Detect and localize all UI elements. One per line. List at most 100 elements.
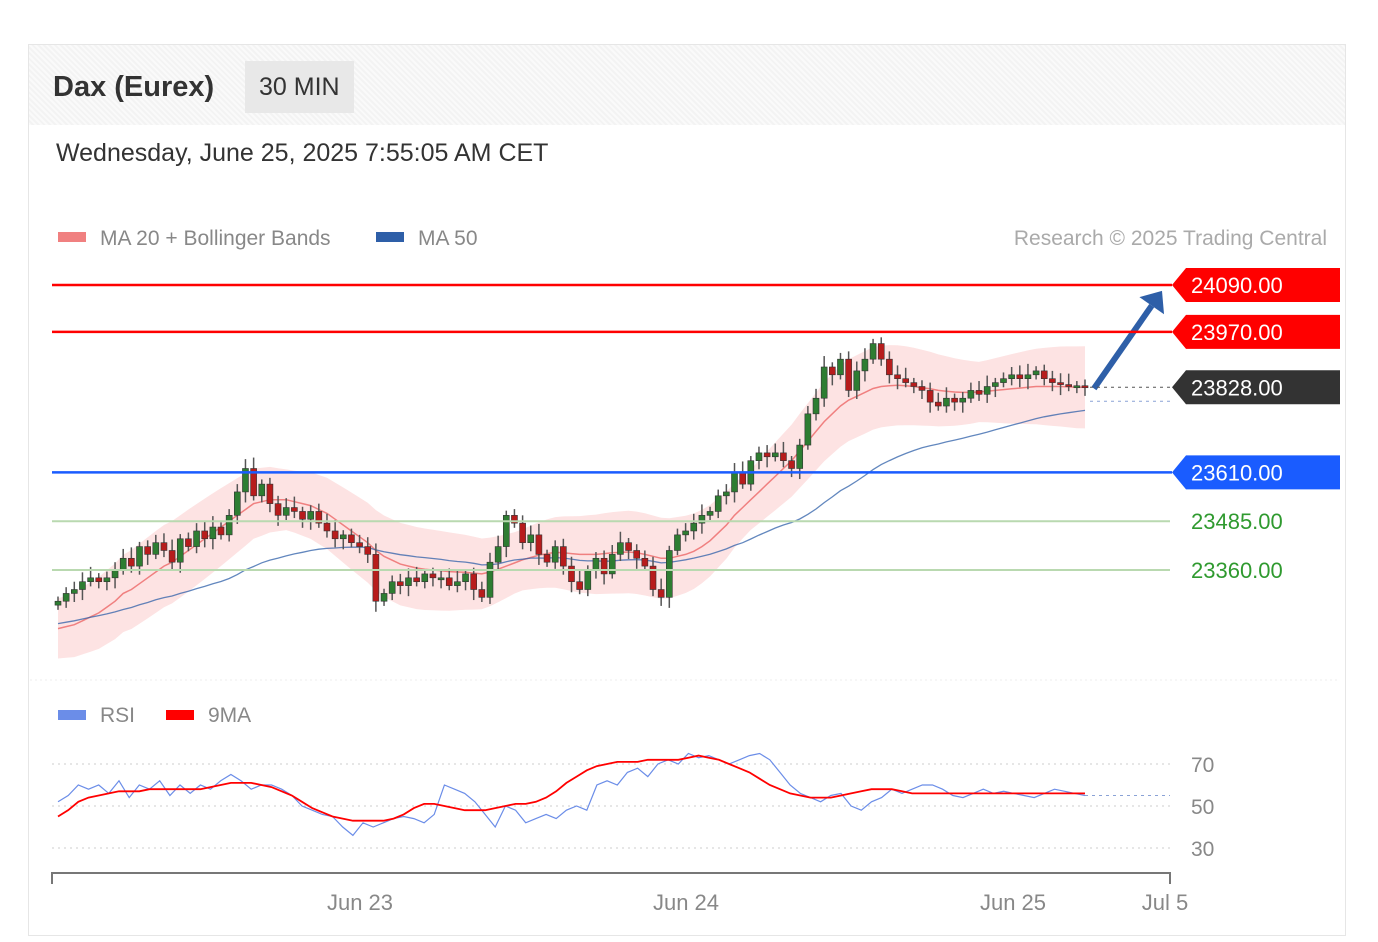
candle-body xyxy=(119,557,127,571)
candle xyxy=(258,479,266,503)
candle xyxy=(551,540,559,569)
candle-body xyxy=(234,491,241,516)
legend-swatch-rsi xyxy=(58,710,86,720)
rsi-tick-label: 30 xyxy=(1191,838,1214,861)
candle xyxy=(323,513,331,538)
forecast-arrow-shaft xyxy=(1091,303,1155,391)
candle-body xyxy=(299,511,306,520)
candle-body xyxy=(837,358,844,376)
candle-body xyxy=(918,386,926,391)
price-plot xyxy=(54,290,1165,659)
candle-body xyxy=(445,577,453,586)
candle-body xyxy=(348,534,355,543)
candle xyxy=(576,570,583,595)
candle xyxy=(641,550,649,571)
candle xyxy=(405,568,412,597)
rsi-tick-label: 50 xyxy=(1191,796,1214,819)
candle xyxy=(54,596,62,610)
candle xyxy=(437,570,445,589)
candle-body xyxy=(486,561,494,598)
candle-body xyxy=(845,358,852,391)
candle xyxy=(95,573,103,589)
candle-body xyxy=(1057,382,1064,385)
candle xyxy=(168,539,176,571)
candle xyxy=(918,380,926,399)
candle-body xyxy=(87,577,94,583)
candle xyxy=(649,556,657,597)
x-tick-label: Jun 23 xyxy=(327,890,393,915)
candle-body xyxy=(1040,370,1048,379)
candle xyxy=(470,567,477,601)
candle xyxy=(103,571,111,591)
candle-body xyxy=(1049,378,1056,383)
candle-body xyxy=(820,366,828,399)
candle-body xyxy=(128,557,135,567)
candle-body xyxy=(470,573,477,590)
candle-body xyxy=(829,366,836,376)
candle-body xyxy=(698,515,706,524)
candle-body xyxy=(291,507,298,512)
candle-body xyxy=(877,343,885,360)
legend-swatch-ma50 xyxy=(376,232,404,242)
candle xyxy=(234,484,241,524)
candle xyxy=(160,533,168,558)
candle-body xyxy=(967,390,975,399)
level-label: 23485.00 xyxy=(1191,509,1283,534)
candle-body xyxy=(372,554,380,602)
candle-body xyxy=(674,534,681,551)
candle xyxy=(861,348,869,382)
candle-body xyxy=(339,534,347,540)
candle xyxy=(62,587,70,608)
candle xyxy=(926,382,934,413)
timeframe-badge[interactable]: 30 MIN xyxy=(245,61,354,113)
level-resistance: 23970.00 xyxy=(52,314,1340,349)
candle xyxy=(535,523,543,565)
candle-body xyxy=(657,589,665,598)
candle-body xyxy=(1081,385,1089,389)
candle xyxy=(79,572,86,601)
candle xyxy=(951,393,958,411)
candle xyxy=(837,352,844,380)
rsi-legend: RSI 9MA xyxy=(58,704,251,727)
candle-body xyxy=(731,472,738,493)
level-resistance: 24090.00 xyxy=(52,268,1340,302)
candle xyxy=(975,381,983,401)
candle xyxy=(1032,366,1040,380)
candle-body xyxy=(429,573,437,579)
candle-body xyxy=(274,503,282,516)
candle xyxy=(185,532,192,552)
level-label: 23970.00 xyxy=(1191,320,1283,345)
candle-body xyxy=(894,374,901,379)
candle-body xyxy=(804,413,812,446)
candle-body xyxy=(71,589,78,594)
candle-body xyxy=(861,358,869,372)
candle xyxy=(763,445,771,468)
candle xyxy=(176,534,184,573)
forecast-arrow-head xyxy=(1139,290,1165,315)
candle xyxy=(967,382,975,403)
candle xyxy=(1000,372,1007,388)
candle xyxy=(502,510,510,558)
candle-body xyxy=(788,460,795,469)
candle-body xyxy=(356,542,363,547)
candle xyxy=(462,569,469,591)
candle xyxy=(820,356,828,407)
candle xyxy=(894,365,901,390)
candle-body xyxy=(666,550,673,598)
candle-body xyxy=(364,546,372,555)
candle-body xyxy=(592,557,600,571)
candle-body xyxy=(478,589,486,598)
candle-body xyxy=(755,452,763,461)
candle xyxy=(1008,366,1015,386)
candle-body xyxy=(168,550,176,563)
candle-body xyxy=(926,390,934,403)
candle-body xyxy=(568,565,575,583)
candle-body xyxy=(397,581,404,586)
candle-body xyxy=(331,530,339,540)
candle-body xyxy=(560,546,567,567)
candle xyxy=(372,543,380,612)
candle xyxy=(943,387,950,413)
candle-body xyxy=(1065,384,1072,387)
candle xyxy=(755,446,763,470)
candle-body xyxy=(983,386,991,395)
